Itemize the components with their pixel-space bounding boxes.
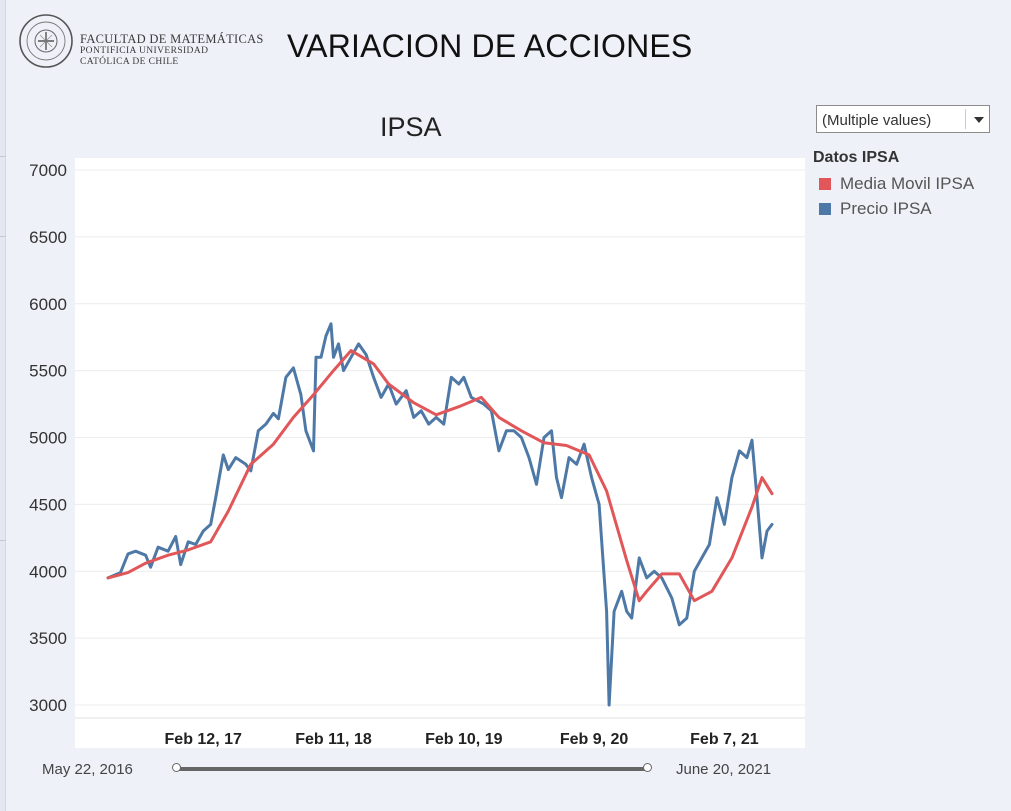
legend-label: Media Movil IPSA bbox=[840, 173, 975, 193]
logo-faculty-name: FACULTAD DE MATEMÁTICAS bbox=[80, 32, 264, 46]
filter-selected-value: (Multiple values) bbox=[822, 112, 932, 129]
legend-label: Precio IPSA bbox=[840, 198, 932, 218]
y-tick-label: 4000 bbox=[29, 562, 67, 581]
university-logo: FACULTAD DE MATEMÁTICAS PONTIFICIA UNIVE… bbox=[18, 6, 268, 78]
left-edge-tick bbox=[0, 236, 6, 237]
y-tick-label: 3000 bbox=[29, 696, 67, 715]
y-tick-label: 5000 bbox=[29, 429, 67, 448]
logo-university-line: CATÓLICA DE CHILE bbox=[80, 57, 179, 67]
logo-university-line: PONTIFICIA UNIVERSIDAD bbox=[80, 46, 209, 56]
y-tick-label: 6000 bbox=[29, 295, 67, 314]
legend-title: Datos IPSA bbox=[813, 149, 900, 166]
plot-area bbox=[75, 158, 805, 748]
x-tick-label: Feb 7, 21 bbox=[690, 731, 759, 748]
series-line-precio-ipsa bbox=[106, 322, 774, 707]
range-start-date: May 22, 2016 bbox=[42, 761, 133, 778]
left-edge-tick bbox=[0, 540, 6, 541]
university-seal-icon bbox=[19, 14, 73, 68]
x-tick-label: Feb 9, 20 bbox=[560, 731, 629, 748]
y-tick-label: 6500 bbox=[29, 228, 67, 247]
chart-title: IPSA bbox=[380, 112, 442, 142]
y-tick-label: 4500 bbox=[29, 495, 67, 514]
x-tick-label: Feb 11, 18 bbox=[295, 731, 372, 748]
y-tick-label: 5500 bbox=[29, 362, 67, 381]
page-title: VARIACION DE ACCIONES bbox=[287, 28, 693, 64]
series-line-media-movil-ipsa bbox=[106, 349, 774, 603]
slider-end-handle[interactable] bbox=[643, 763, 652, 772]
x-tick-label: Feb 10, 19 bbox=[425, 731, 502, 748]
legend: Datos IPSA Media Movil IPSA Precio IPSA bbox=[813, 149, 974, 221]
date-range-slider[interactable] bbox=[176, 767, 648, 771]
range-end-date: June 20, 2021 bbox=[676, 761, 772, 778]
legend-swatch bbox=[819, 177, 831, 190]
y-tick-label: 3500 bbox=[29, 629, 67, 648]
slider-start-handle[interactable] bbox=[172, 763, 181, 772]
chevron-down-icon[interactable] bbox=[974, 117, 984, 123]
left-edge-tick bbox=[0, 156, 6, 157]
dropdown-divider bbox=[965, 109, 966, 129]
legend-item-media-movil[interactable]: Media Movil IPSA bbox=[813, 171, 974, 196]
y-tick-label: 7000 bbox=[29, 161, 67, 180]
x-tick-label: Feb 12, 17 bbox=[165, 731, 242, 748]
left-panel-edge bbox=[0, 0, 6, 811]
legend-swatch bbox=[819, 202, 831, 215]
series-filter-dropdown[interactable]: (Multiple values) bbox=[816, 105, 990, 133]
legend-item-precio[interactable]: Precio IPSA bbox=[813, 196, 974, 221]
